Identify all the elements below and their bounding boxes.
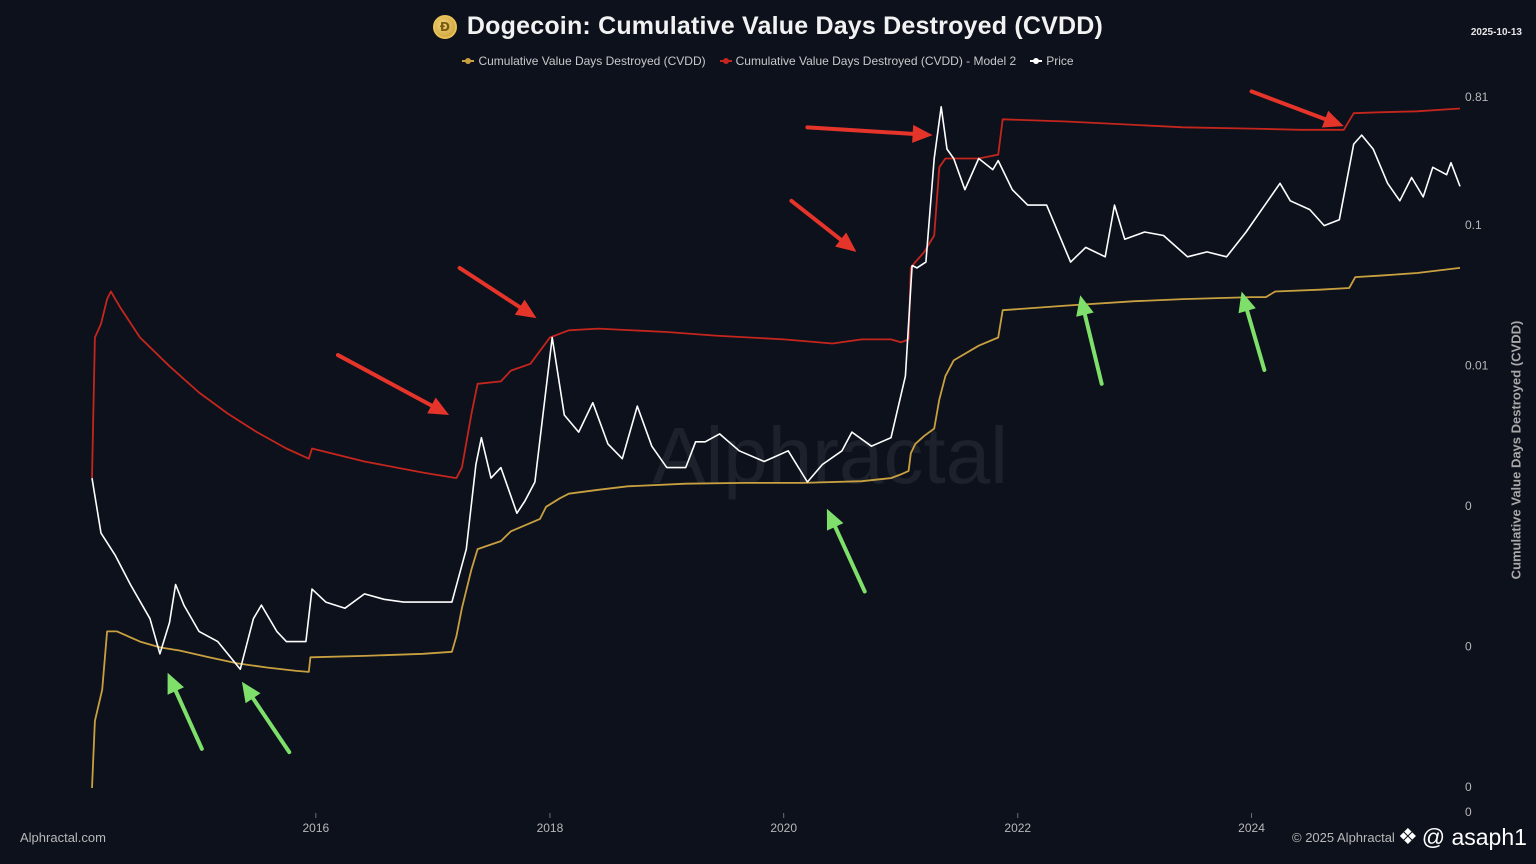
annotation-arrow: [241, 681, 292, 755]
annotation-arrow: [457, 265, 537, 319]
legend-swatch: [1030, 58, 1043, 64]
price-line: [91, 106, 1461, 670]
legend-label: Cumulative Value Days Destroyed (CVDD): [478, 54, 706, 68]
annotation-arrow-shaft: [1249, 89, 1328, 122]
annotation-arrow: [789, 198, 857, 252]
annotation-arrow-head: [427, 397, 450, 415]
series-layer: [91, 106, 1461, 789]
annotation-arrow-shaft: [833, 524, 867, 594]
x-tick-label: 2024: [1238, 821, 1265, 835]
y-tick-label: 0.1: [1465, 218, 1482, 232]
legend-item[interactable]: Cumulative Value Days Destroyed (CVDD) -…: [719, 54, 1017, 68]
date-label: 2025-10-13: [1470, 27, 1522, 38]
annotation-arrow-head: [1076, 295, 1094, 317]
annotation-arrow: [1076, 295, 1104, 386]
y-tick-label: 0.81: [1465, 90, 1489, 104]
legend-swatch: [719, 58, 732, 64]
legend-label: Cumulative Value Days Destroyed (CVDD) -…: [735, 54, 1017, 68]
annotation-arrow: [805, 124, 933, 143]
y-tick-label: 0: [1465, 640, 1472, 654]
chart-title: Dogecoin: Cumulative Value Days Destroye…: [466, 12, 1104, 40]
annotation-arrow-head: [514, 299, 537, 319]
annotation-arrow: [1249, 89, 1344, 128]
copyright-label: © 2025 Alphractal: [1292, 830, 1395, 845]
cvdd-model2-line: [91, 107, 1461, 479]
annotation-layer: [167, 89, 1344, 755]
source-label: Alphractal.com: [20, 830, 106, 845]
annotation-arrow-shaft: [251, 696, 292, 755]
x-tick-label: 2020: [770, 821, 797, 835]
legend-item[interactable]: Cumulative Value Days Destroyed (CVDD): [462, 54, 706, 68]
author-handle: ❖ @ asaph1: [1398, 824, 1527, 851]
author-handle-text: @ asaph1: [1421, 824, 1527, 850]
legend-swatch: [462, 58, 475, 64]
annotation-arrow: [167, 672, 204, 751]
annotation-arrow-shaft: [173, 689, 204, 751]
y-axis-title: Cumulative Value Days Destroyed (CVDD): [1508, 320, 1524, 580]
watermark: Alphractal: [652, 411, 1008, 500]
x-tick-label: 2018: [537, 821, 564, 835]
annotation-arrow-head: [826, 508, 844, 531]
y-axis-bottom-label: 0: [1465, 805, 1472, 819]
annotation-arrow: [1238, 291, 1267, 372]
dogecoin-coin-icon: Ð: [432, 14, 457, 39]
legend-item[interactable]: Price: [1030, 54, 1074, 68]
annotation-arrow-shaft: [1245, 308, 1267, 372]
annotation-arrow-head: [167, 672, 184, 695]
chart-header: Ð Dogecoin: Cumulative Value Days Destro…: [0, 12, 1536, 41]
annotation-arrow-shaft: [335, 353, 434, 408]
diamond-logo-icon: ❖: [1398, 825, 1418, 850]
axis-layer: 2016 2018 2020 2022 2024 0.81 0.1 0.01 0 0 0 0: [302, 90, 1488, 835]
annotation-arrow-shaft: [789, 198, 843, 242]
y-tick-label: 0: [1465, 780, 1472, 794]
x-tick-label: 2022: [1004, 821, 1031, 835]
annotation-arrow-shaft: [805, 125, 915, 136]
annotation-arrow-head: [1321, 110, 1344, 128]
x-tick-label: 2016: [302, 821, 329, 835]
annotation-arrow-head: [241, 681, 261, 704]
annotation-arrow: [335, 353, 450, 415]
annotation-arrow-shaft: [1082, 312, 1104, 386]
annotation-arrow-head: [912, 124, 933, 143]
legend: Cumulative Value Days Destroyed (CVDD) Cu…: [0, 54, 1536, 68]
annotation-arrow-head: [835, 232, 857, 252]
annotation-arrow-head: [1238, 291, 1256, 314]
y-tick-label: 0.01: [1465, 358, 1489, 372]
cvdd-line: [91, 267, 1461, 789]
legend-label: Price: [1046, 54, 1074, 68]
annotation-arrow-shaft: [457, 265, 522, 310]
y-tick-label: 0: [1465, 499, 1472, 513]
annotation-arrow: [826, 508, 867, 594]
